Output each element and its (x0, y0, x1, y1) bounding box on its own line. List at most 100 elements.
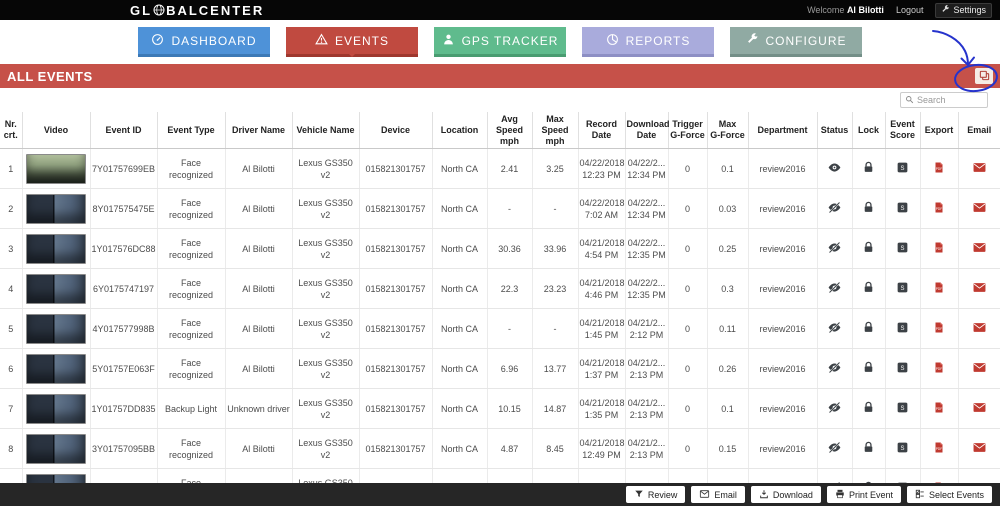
column-header[interactable]: Driver Name (225, 112, 293, 150)
lock-icon[interactable] (862, 201, 875, 214)
email-icon[interactable] (972, 241, 987, 254)
search-box[interactable] (900, 92, 988, 108)
column-header[interactable]: Nr. crt. (0, 112, 23, 150)
column-header[interactable]: Event Score (885, 112, 921, 150)
video-thumbnail[interactable] (26, 193, 86, 224)
event-score-icon[interactable]: S (896, 161, 909, 174)
email-button[interactable]: Email (691, 486, 745, 503)
lock-icon[interactable] (862, 401, 875, 414)
column-header[interactable]: Email (958, 112, 1000, 150)
video-thumbnail[interactable] (26, 273, 86, 304)
lock-icon[interactable] (862, 361, 875, 374)
column-header[interactable]: Department (748, 112, 818, 150)
video-thumbnail[interactable] (26, 313, 86, 344)
video-thumbnail[interactable] (26, 393, 86, 424)
review-button[interactable]: Review (625, 486, 686, 503)
column-header[interactable]: Max G-Force (707, 112, 749, 150)
department: review2016 (748, 228, 818, 270)
lock-icon[interactable] (862, 321, 875, 334)
lock-icon[interactable] (862, 441, 875, 454)
status-eye-off-icon[interactable] (827, 400, 842, 415)
status-eye-icon[interactable] (827, 160, 842, 175)
email-icon[interactable] (972, 361, 987, 374)
video-thumbnail[interactable] (26, 153, 86, 184)
column-header[interactable]: Device (359, 112, 433, 150)
export-pdf-icon[interactable]: PDF (933, 321, 945, 334)
topbar-menu: Welcome Al Bilotti Logout Settings (807, 2, 1000, 18)
email-icon[interactable] (972, 201, 987, 214)
event-score-icon[interactable]: S (896, 241, 909, 254)
event-type: Face recognized (157, 148, 226, 190)
column-header[interactable]: Event ID (90, 112, 158, 150)
status-eye-off-icon[interactable] (827, 360, 842, 375)
event-score-icon[interactable]: S (896, 401, 909, 414)
event-score-icon[interactable]: S (896, 361, 909, 374)
email-icon[interactable] (972, 321, 987, 334)
tab-dashboard[interactable]: DASHBOARD (138, 27, 270, 57)
export-pdf-icon[interactable]: PDF (933, 201, 945, 214)
status-eye-off-icon[interactable] (827, 320, 842, 335)
export-pdf-icon[interactable]: PDF (933, 441, 945, 454)
print-event-button[interactable]: Print Event (826, 486, 901, 503)
column-header[interactable]: Vehicle Name (292, 112, 360, 150)
export-pdf-icon[interactable]: PDF (933, 161, 945, 174)
export-pdf-icon[interactable]: PDF (933, 401, 945, 414)
tab-reports[interactable]: REPORTS (582, 27, 714, 57)
status-eye-off-icon[interactable] (827, 440, 842, 455)
status-eye-off-icon[interactable] (827, 200, 842, 215)
download-date: 04/21/2... 2:13 PM (625, 388, 669, 430)
export-events-button[interactable] (975, 68, 993, 84)
video-thumbnail[interactable] (26, 233, 86, 264)
column-header[interactable]: Download Date (625, 112, 670, 150)
device: 015821301757 (359, 388, 433, 430)
column-header[interactable]: Location (432, 112, 488, 150)
video-thumbnail[interactable] (26, 353, 86, 384)
device: 015821301757 (359, 308, 433, 350)
event-row: 7 1Y01757DD835 Backup Light Unknown driver L… (0, 388, 1000, 430)
search-input[interactable] (917, 95, 983, 105)
max-speed: 8.45 (532, 428, 579, 470)
event-score-icon[interactable]: S (896, 321, 909, 334)
column-header[interactable]: Export (920, 112, 959, 150)
lock-icon[interactable] (862, 161, 875, 174)
export-pdf-icon[interactable]: PDF (933, 241, 945, 254)
event-score-icon[interactable]: S (896, 281, 909, 294)
column-header[interactable]: Record Date (578, 112, 626, 150)
email-icon[interactable] (972, 401, 987, 414)
email-icon[interactable] (972, 441, 987, 454)
select-events-button[interactable]: Select Events (906, 486, 992, 503)
svg-text:S: S (901, 246, 905, 252)
tab-gps-tracker[interactable]: GPS TRACKER (434, 27, 566, 57)
status-eye-off-icon[interactable] (827, 280, 842, 295)
column-header[interactable]: Lock (852, 112, 886, 150)
column-header[interactable]: Max Speed mph (532, 112, 579, 150)
lock-icon[interactable] (862, 281, 875, 294)
export-pdf-icon[interactable]: PDF (933, 361, 945, 374)
record-date: 04/22/2018 12:23 PM (578, 148, 626, 190)
column-header[interactable]: Event Type (157, 112, 226, 150)
row-number: 8 (0, 428, 23, 470)
max-speed: 33.96 (532, 228, 579, 270)
event-score-icon[interactable]: S (896, 441, 909, 454)
column-header[interactable]: Video (22, 112, 91, 150)
download-date: 04/22/2... 12:34 PM (625, 148, 669, 190)
email-icon[interactable] (972, 281, 987, 294)
column-header[interactable]: Avg Speed mph (487, 112, 533, 150)
tab-configure[interactable]: CONFIGURE (730, 27, 862, 57)
column-header[interactable]: Trigger G-Force (668, 112, 708, 150)
vehicle-name: Lexus GS350 v2 (292, 148, 360, 190)
export-pdf-icon[interactable]: PDF (933, 281, 945, 294)
status-eye-off-icon[interactable] (827, 240, 842, 255)
topbar: GL BALCENTER Welcome Al Bilotti Logout S… (0, 0, 1000, 20)
tab-events[interactable]: EVENTS (286, 27, 418, 57)
lock-icon[interactable] (862, 241, 875, 254)
video-thumbnail[interactable] (26, 433, 86, 464)
logout-link[interactable]: Logout (895, 5, 924, 15)
event-score-icon[interactable]: S (896, 201, 909, 214)
column-header[interactable]: Status (817, 112, 853, 150)
download-date: 04/22/2... 12:34 PM (625, 188, 669, 230)
download-button[interactable]: Download (750, 486, 821, 503)
max-g-force: 0.1 (707, 388, 749, 430)
email-icon[interactable] (972, 161, 987, 174)
settings-button[interactable]: Settings (935, 2, 992, 18)
